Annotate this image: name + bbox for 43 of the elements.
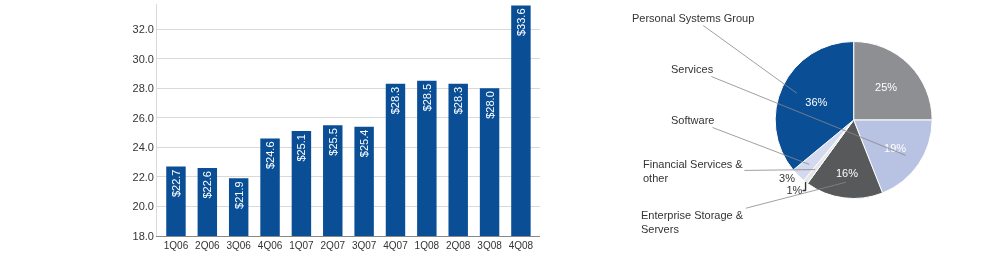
x-tick-label: 4Q07 [383, 240, 409, 251]
x-tick-label: 3Q07 [351, 240, 377, 251]
data-label: $28.3 [452, 86, 465, 115]
slice-label: Enterprise Storage & Servers [641, 209, 744, 236]
y-tick-label: 22.0 [132, 170, 154, 183]
x-tick-label: 2Q06 [195, 240, 220, 251]
data-label: $21.9 [232, 181, 245, 209]
x-tick-label: 2Q07 [320, 240, 346, 251]
x-tick-label: 3Q06 [226, 240, 252, 251]
data-label: $25.1 [295, 134, 308, 162]
x-tick-label: 3Q08 [477, 240, 503, 251]
data-label: $22.6 [201, 171, 214, 199]
slice-label: Personal Systems Group [632, 12, 755, 24]
data-label: $24.6 [264, 141, 277, 169]
x-tick-label: 1Q06 [163, 240, 189, 251]
slice-label: Services [671, 63, 714, 75]
data-label: 36% [805, 96, 828, 109]
data-label: $22.7 [169, 169, 182, 198]
data-label: 1% [786, 184, 803, 197]
x-tick-label: 2Q08 [445, 240, 471, 251]
x-tick-label: 4Q06 [257, 240, 283, 251]
y-tick-label: 30.0 [132, 52, 154, 65]
y-tick-label: 18.0 [132, 229, 154, 242]
data-label: $28.5 [420, 83, 433, 112]
data-label: 19% [884, 142, 907, 155]
x-tick-label: 1Q08 [414, 240, 440, 251]
data-label: $25.5 [326, 128, 339, 156]
slice-label: Software [671, 114, 715, 126]
data-label: $28.3 [389, 86, 402, 115]
slice-label: Financial Services & other [643, 158, 744, 185]
data-label: $33.6 [514, 8, 527, 37]
y-tick-label: 24.0 [132, 141, 154, 154]
data-label: $28.0 [483, 91, 496, 119]
data-label: 3% [779, 172, 796, 185]
data-label: $25.4 [358, 129, 371, 158]
data-label: 25% [875, 81, 898, 94]
y-tick-label: 28.0 [132, 82, 154, 95]
data-label: 16% [835, 166, 859, 179]
x-tick-label: 1Q07 [289, 240, 315, 251]
x-tick-label: 4Q08 [508, 240, 534, 251]
y-tick-label: 26.0 [132, 111, 154, 124]
y-tick-label: 20.0 [132, 200, 154, 213]
y-tick-label: 32.0 [132, 22, 154, 35]
